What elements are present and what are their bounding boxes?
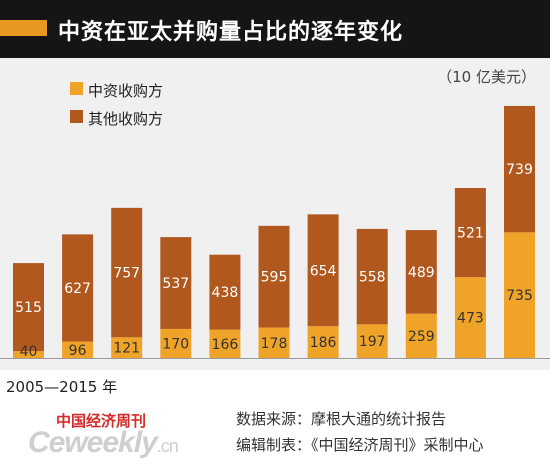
bar-other-2005 xyxy=(13,263,44,352)
bar-other-2014 xyxy=(454,188,486,278)
data-label-other-2005: 515 xyxy=(15,300,42,316)
bar-chinese-2006 xyxy=(62,341,94,358)
data-label-chinese-2006: 96 xyxy=(69,343,87,359)
bar-chinese-2005 xyxy=(13,351,44,358)
data-label-chinese-2012: 197 xyxy=(359,334,386,350)
bar-chinese-2010 xyxy=(258,327,290,358)
legend-swatch-chinese xyxy=(70,82,83,95)
logo-latin-text: Ceweekly xyxy=(28,426,158,459)
bar-chinese-2008 xyxy=(160,328,192,358)
chart-area: 40 515 96 627 121 757 170 537 166 438 178 595 186 654… xyxy=(0,58,550,370)
data-label-other-2007: 757 xyxy=(113,266,140,282)
logo-chinese-text: 中国经济周刊 xyxy=(56,412,147,430)
bar-other-2013 xyxy=(405,230,437,314)
data-label-other-2008: 537 xyxy=(162,276,189,292)
title-accent-bar xyxy=(0,20,47,36)
x-axis-caption: 2005—2015 年 xyxy=(6,378,118,396)
data-label-other-2011: 654 xyxy=(310,263,337,279)
data-label-chinese-2005: 40 xyxy=(20,344,38,360)
bar-other-2006 xyxy=(62,234,94,342)
data-label-other-2012: 558 xyxy=(359,270,386,286)
legend-swatch-other xyxy=(70,110,83,123)
logo-suffix-text: .cn xyxy=(156,436,179,456)
bar-chinese-2011 xyxy=(307,326,339,358)
data-label-chinese-2011: 186 xyxy=(310,335,337,351)
bar-chinese-2014 xyxy=(454,277,486,358)
chart-plot: 40 515 96 627 121 757 170 537 166 438 178 595 186 654… xyxy=(0,105,550,360)
legend-label-other: 其他收购方 xyxy=(88,110,164,128)
bar-chinese-2013 xyxy=(405,313,437,358)
data-label-chinese-2015: 735 xyxy=(506,288,533,304)
data-label-other-2015: 739 xyxy=(506,162,533,178)
data-label-chinese-2014: 473 xyxy=(457,311,484,327)
chart-title: 中资在亚太并购量占比的逐年变化 xyxy=(58,20,404,45)
data-label-other-2013: 489 xyxy=(408,265,435,281)
data-label-other-2014: 521 xyxy=(457,226,484,242)
bar-other-2011 xyxy=(307,214,339,327)
data-label-chinese-2008: 170 xyxy=(162,336,189,352)
data-label-other-2006: 627 xyxy=(64,281,91,297)
data-label-chinese-2009: 166 xyxy=(212,337,239,353)
data-label-chinese-2010: 178 xyxy=(261,336,288,352)
bar-other-2012 xyxy=(356,228,388,325)
bar-other-2009 xyxy=(209,254,241,330)
title-bar: 中资在亚太并购量占比的逐年变化 xyxy=(0,0,550,58)
data-label-other-2009: 438 xyxy=(212,285,239,301)
legend-label-chinese: 中资收购方 xyxy=(88,82,164,100)
bar-other-2015 xyxy=(504,105,535,233)
editor-note: 编辑制表：《中国经济周刊》采制中心 xyxy=(236,436,484,454)
bar-other-2007 xyxy=(111,207,143,338)
unit-label: （10 亿美元） xyxy=(437,68,536,86)
source-note: 数据来源：摩根大通的统计报告 xyxy=(236,410,447,428)
data-label-other-2010: 595 xyxy=(261,270,288,286)
bar-other-2010 xyxy=(258,225,290,328)
data-label-chinese-2013: 259 xyxy=(408,329,435,345)
bar-chinese-2015 xyxy=(504,232,535,358)
bar-chinese-2007 xyxy=(111,337,143,358)
bar-chinese-2012 xyxy=(356,324,388,358)
bar-chinese-2009 xyxy=(209,329,241,358)
ceweekly-logo: Ceweekly.cn xyxy=(28,426,179,460)
bar-other-2008 xyxy=(160,237,192,329)
data-label-chinese-2007: 121 xyxy=(113,341,140,357)
